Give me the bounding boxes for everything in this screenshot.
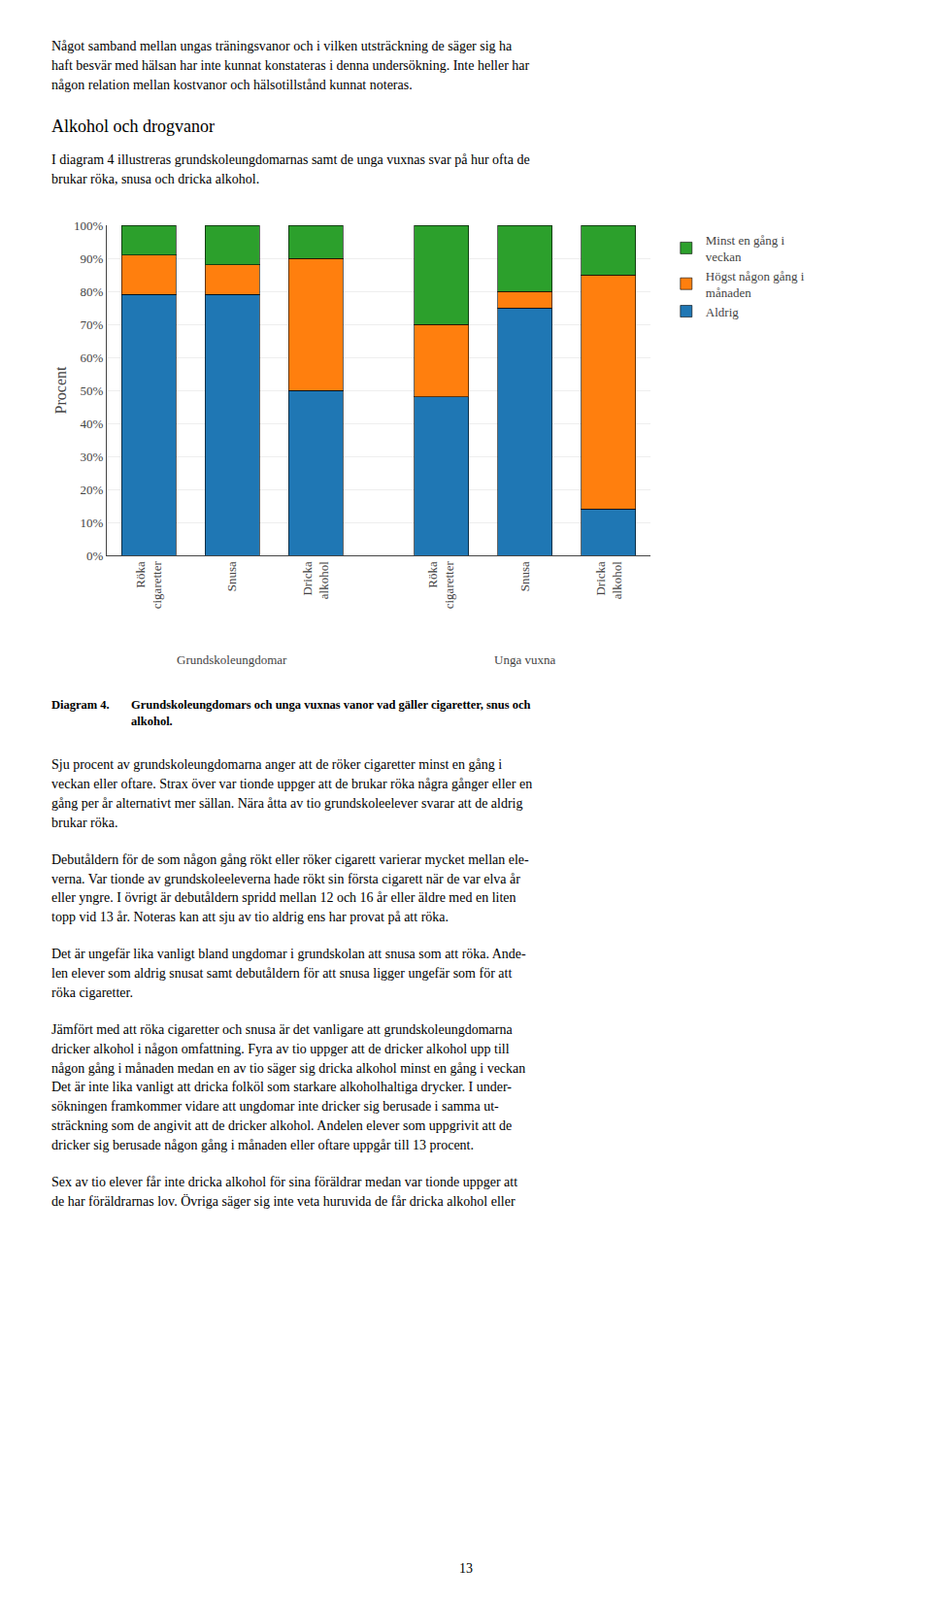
svg-text:Rökacigaretter: Rökacigaretter [425,561,457,610]
html-text:Jämfört med att röka cigarette: Jämfört med att röka cigaretter och snus… [51,1022,526,1153]
svg-text:Snusa: Snusa [517,561,533,592]
html-text:13: 13 [459,1561,473,1576]
html-text:Sex av tio elever får inte dri: Sex av tio elever får inte dricka alkoho… [51,1174,518,1209]
svg-text:60%: 60% [80,350,104,366]
svg-text:70%: 70% [80,317,104,333]
svg-text:Minst en gång iveckan: Minst en gång iveckan [705,233,786,265]
svg-text:Unga vuxna: Unga vuxna [494,652,556,667]
svg-text:Procent: Procent [52,366,69,414]
svg-text:Drickaalkohol: Drickaalkohol [299,561,332,600]
html-text:Grundskoleungdomars och unga v: Grundskoleungdomars och unga vuxnas vano… [131,698,531,729]
svg-text:0%: 0% [86,548,104,564]
html-text:Sju procent av grundskoleungdo: Sju procent av grundskoleungdomarna ange… [51,757,533,830]
svg-text:10%: 10% [80,515,104,531]
html-text:Diagram 4.: Diagram 4. [51,698,110,713]
html-text:Det är ungefär lika vanligt bl: Det är ungefär lika vanligt bland ungdom… [51,946,526,1000]
svg-text:Grundskoleungdomar: Grundskoleungdomar [176,652,288,667]
svg-text:80%: 80% [80,284,104,300]
svg-text:40%: 40% [80,416,104,432]
html-text:Alkohol och drogvanor: Alkohol och drogvanor [51,116,215,136]
svg-text:100%: 100% [73,218,104,233]
svg-text:Aldrig: Aldrig [705,304,739,320]
svg-text:50%: 50% [80,383,104,399]
svg-text:90%: 90% [80,251,104,267]
html-text:Debutåldern för de som någon g: Debutåldern för de som någon gång rökt e… [51,852,529,925]
svg-text:20%: 20% [80,482,104,498]
html-text:Något samband mellan ungas trä: Något samband mellan ungas träningsvanor… [51,38,530,93]
svg-text:Rökacigaretter: Rökacigaretter [133,561,165,610]
svg-text:Högst någon gång imånaden: Högst någon gång imånaden [705,268,805,300]
svg-text:Snusa: Snusa [224,561,239,592]
svg-text:Drickaalkohol: Drickaalkohol [593,561,625,600]
svg-text:30%: 30% [80,449,104,465]
html-text:I diagram 4 illustreras grunds: I diagram 4 illustreras grundskoleungdom… [51,152,530,186]
